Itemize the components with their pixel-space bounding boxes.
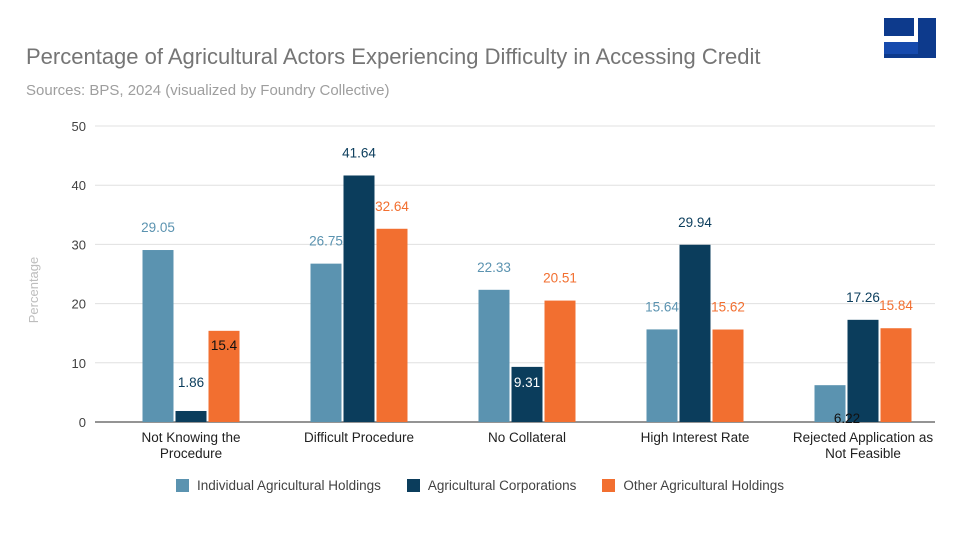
legend-label-corporations: Agricultural Corporations [427,478,577,493]
bar [478,289,510,422]
bar [847,319,879,422]
data-label: 26.75 [309,234,343,249]
bar [208,330,240,422]
data-label: 1.86 [178,375,204,390]
y-tick-label: 40 [72,178,86,193]
x-tick-label: Difficult Procedure [304,430,414,445]
x-tick-label: High Interest Rate [641,430,750,445]
y-tick-label: 50 [72,119,86,134]
legend-swatch-other [602,479,616,492]
legend-swatch-individual [175,479,189,492]
data-label: 15.64 [645,299,679,314]
x-tick-label: Not Feasible [825,446,901,461]
data-label: 29.05 [141,220,175,235]
bar [175,410,207,422]
data-label: 17.26 [846,290,880,305]
data-label: 20.51 [543,271,577,286]
data-label: 32.64 [375,199,409,214]
bar [511,366,543,422]
data-label: 15.4 [211,338,238,353]
data-label: 6.22 [834,411,860,426]
bar [712,329,744,422]
bar [376,228,408,422]
data-label: 22.33 [477,260,511,275]
chart-title: Percentage of Agricultural Actors Experi… [26,44,761,69]
bar [142,250,174,422]
x-tick-label: No Collateral [488,430,566,445]
y-tick-label: 20 [72,297,86,312]
chart-subtitle: Sources: BPS, 2024 (visualized by Foundr… [26,82,390,99]
bar [544,300,576,422]
data-label: 15.62 [711,300,745,315]
data-label: 41.64 [342,145,376,160]
legend-item-other: Other Agricultural Holdings [602,478,784,493]
y-tick-label: 10 [72,356,86,371]
bar [880,328,912,422]
y-axis-title: Percentage [26,257,41,324]
legend: Individual Agricultural Holdings Agricul… [0,478,960,493]
bar [814,385,846,422]
legend-item-corporations: Agricultural Corporations [406,478,577,493]
legend-label-individual: Individual Agricultural Holdings [196,478,381,493]
data-label: 29.94 [678,215,712,230]
bar [679,244,711,422]
legend-swatch-corporations [406,479,420,492]
x-tick-label: Rejected Application as [793,430,934,445]
legend-item-individual: Individual Agricultural Holdings [175,478,381,493]
legend-label-other: Other Agricultural Holdings [623,478,784,493]
bar [310,263,342,422]
data-label: 15.84 [879,298,913,313]
bar [343,175,375,422]
y-tick-label: 0 [79,415,86,430]
bar [646,329,678,422]
x-tick-label: Procedure [160,446,222,461]
y-tick-label: 30 [72,237,86,252]
data-label: 9.31 [514,375,540,390]
x-tick-label: Not Knowing the [141,430,240,445]
foundry-collective-logo-icon [884,18,936,58]
